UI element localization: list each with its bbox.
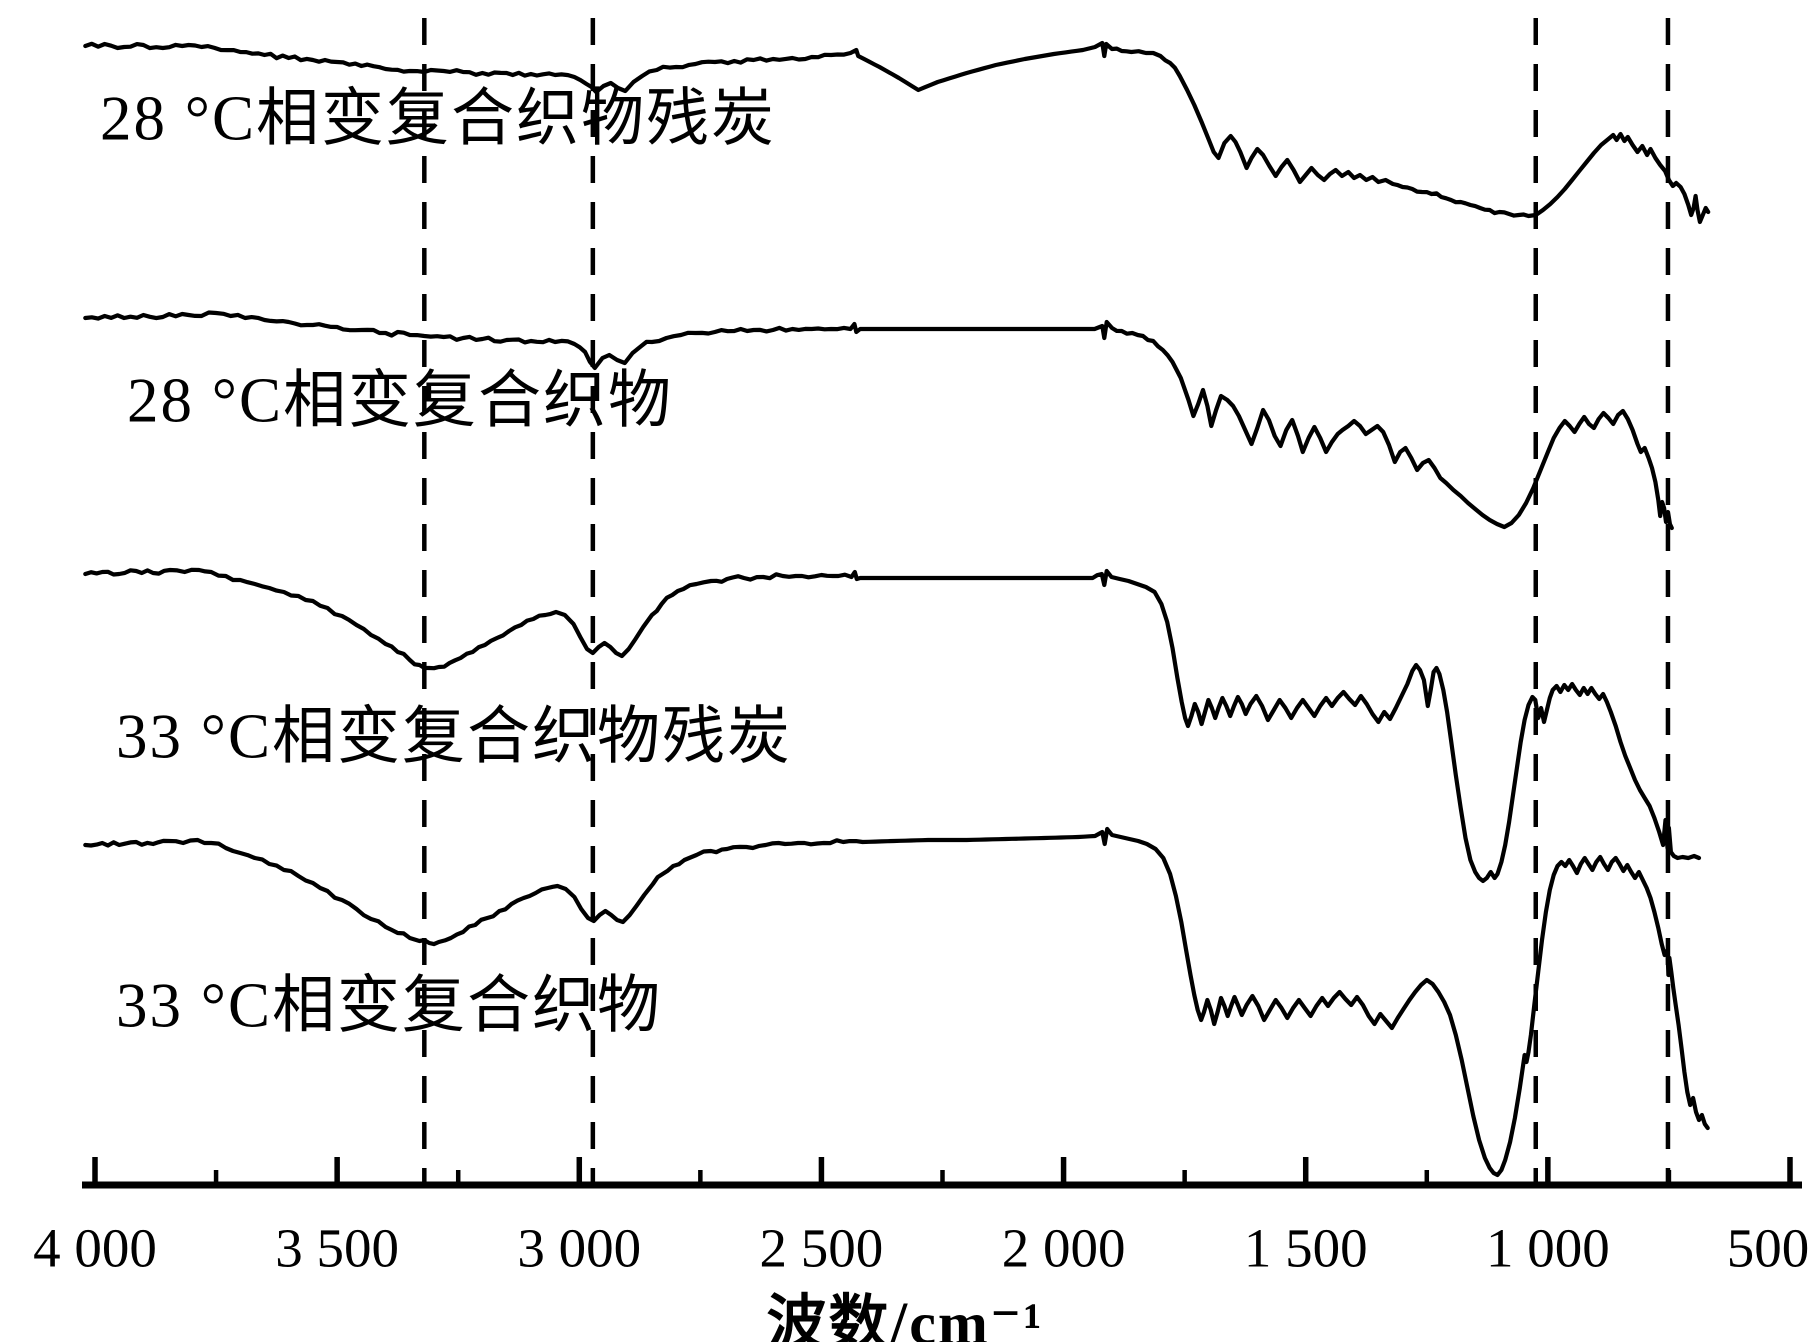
x-tick-label: 3 500 <box>275 1217 400 1279</box>
series-label-28c-fabric: 28 °C相变复合织物 <box>127 365 673 436</box>
spectrum-curve-3 <box>83 567 1702 884</box>
series-label-28c-char: 28 °C相变复合织物残炭 <box>100 83 776 154</box>
spectrum-curve-4 <box>83 826 1710 1178</box>
x-tick-label: 2 500 <box>759 1217 884 1279</box>
series-label-33c-char: 33 °C相变复合织物残炭 <box>116 701 792 772</box>
x-tick-label: 500 <box>1726 1217 1810 1279</box>
x-tick-label: 3 000 <box>517 1217 642 1279</box>
spectrum-curve-1 <box>83 40 1711 225</box>
x-tick-label: 1 500 <box>1243 1217 1368 1279</box>
x-tick-label: 2 000 <box>1001 1217 1126 1279</box>
x-tick-label: 1 000 <box>1485 1217 1610 1279</box>
series-label-33c-fabric: 33 °C相变复合织物 <box>116 970 662 1041</box>
x-axis-title: 波数/cm⁻¹ <box>766 1290 1044 1342</box>
spectrum-curve-2 <box>83 310 1674 531</box>
x-tick-label: 4 000 <box>33 1217 157 1279</box>
